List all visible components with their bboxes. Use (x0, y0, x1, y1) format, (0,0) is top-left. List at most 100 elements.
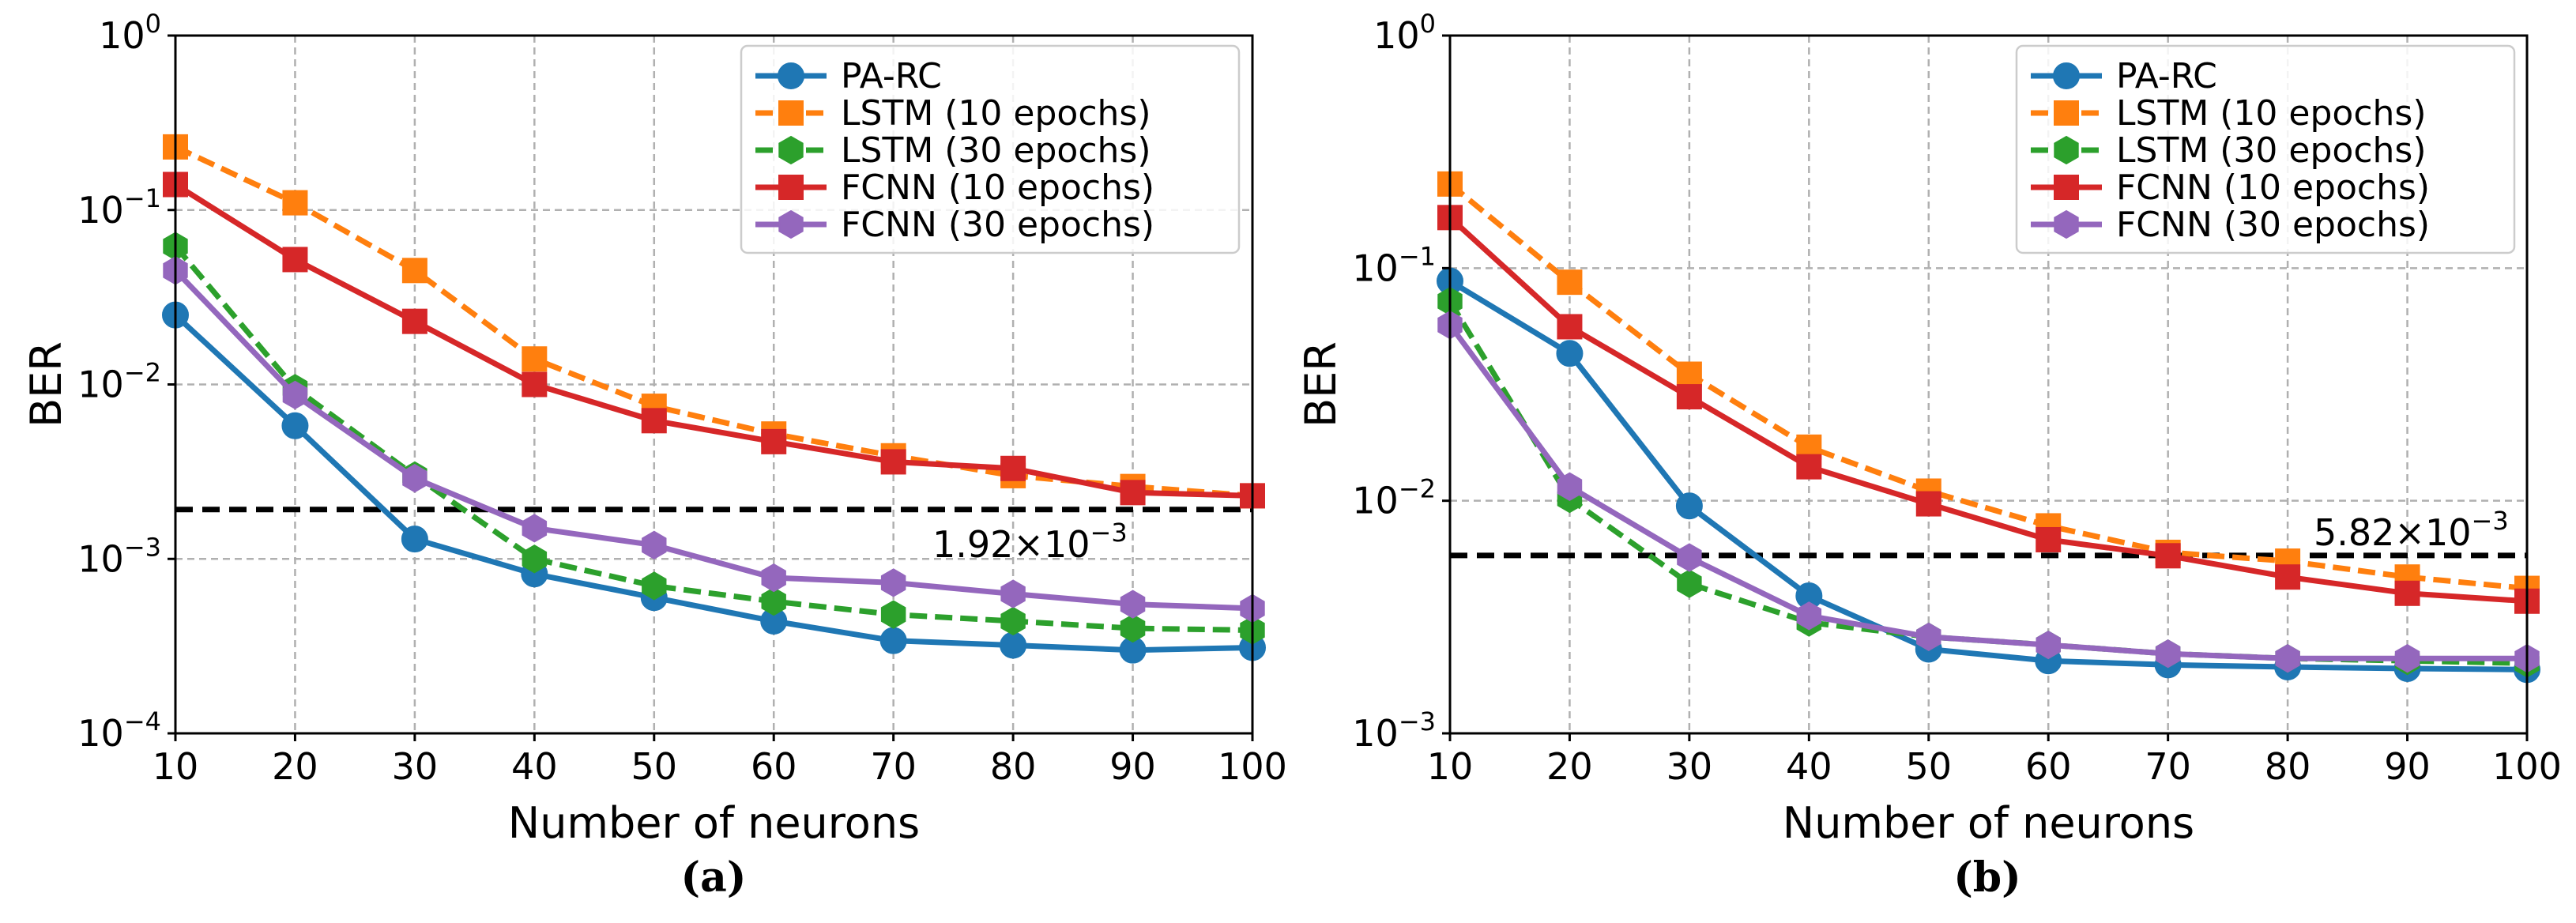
legend-label: LSTM (10 epochs) (841, 93, 1151, 134)
data-point (642, 530, 667, 559)
x-tick-label: 30 (1666, 745, 1713, 788)
data-point (1676, 361, 1702, 387)
data-point (281, 412, 309, 439)
series-line (173, 313, 1253, 654)
legend-marker (778, 135, 804, 165)
x-tick-label: 10 (1427, 745, 1474, 788)
data-point (401, 258, 427, 284)
data-point (761, 563, 786, 593)
data-point (1120, 590, 1146, 619)
y-axis-label: BER (1296, 341, 1346, 428)
series-fcnn-30-epochs- (163, 256, 1265, 623)
data-point (2155, 543, 2181, 569)
x-tick-label: 50 (1906, 745, 1953, 788)
threshold-label: 1.92×10−3 (932, 518, 1128, 566)
threshold-label: 5.82×10−3 (2314, 506, 2509, 554)
data-point (401, 308, 427, 334)
legend-label: FCNN (30 epochs) (841, 205, 1154, 245)
series-fcnn-10-epochs- (1437, 205, 2540, 614)
data-point (401, 526, 428, 553)
y-tick-label: 100 (99, 9, 161, 57)
y-tick-label: 10−2 (77, 358, 161, 406)
data-point (2394, 580, 2420, 606)
data-point (1557, 269, 1583, 296)
panel-caption: (a) (681, 853, 747, 902)
series-line (173, 268, 1253, 612)
x-tick-label: 50 (631, 745, 678, 788)
data-point (522, 514, 548, 543)
series-line (1448, 278, 2528, 672)
legend-label: FCNN (30 epochs) (2116, 205, 2430, 245)
series-line (1448, 300, 2528, 666)
legend-marker (2054, 209, 2079, 239)
data-point (1677, 569, 1702, 598)
y-tick-label: 10−3 (77, 532, 161, 580)
data-point (2036, 630, 2061, 660)
legend-box (2015, 44, 2516, 254)
data-point (1557, 472, 1583, 501)
legend-label: LSTM (30 epochs) (841, 130, 1151, 171)
data-point (761, 428, 787, 454)
y-axis-label: BER (21, 341, 71, 428)
legend-label: LSTM (30 epochs) (2116, 130, 2427, 171)
x-tick-label: 20 (1546, 745, 1593, 788)
data-point (2275, 564, 2301, 590)
data-point (522, 346, 548, 372)
x-tick-label: 80 (990, 745, 1037, 788)
data-point (1796, 601, 1822, 631)
x-tick-label: 30 (392, 745, 439, 788)
legend-label: FCNN (10 epochs) (841, 168, 1154, 208)
x-tick-label: 60 (751, 745, 797, 788)
legend-marker (778, 62, 804, 89)
series-pa-rc (1437, 267, 2540, 684)
x-tick-label: 90 (1109, 745, 1156, 788)
y-tick-label: 10−3 (1352, 706, 1436, 755)
data-point (1000, 455, 1026, 481)
data-point (282, 380, 308, 410)
legend-label: PA-RC (2116, 56, 2217, 96)
x-tick-label: 80 (2265, 745, 2311, 788)
plot-frame (1448, 34, 2529, 735)
series-line (174, 182, 1253, 499)
data-point (1676, 384, 1702, 410)
legend-marker (2053, 62, 2080, 89)
legend-label: FCNN (10 epochs) (2116, 168, 2430, 208)
legend-marker (2054, 100, 2079, 126)
series-fcnn-30-epochs- (1437, 311, 2540, 673)
data-point (1557, 314, 1583, 340)
x-tick-label: 90 (2384, 745, 2431, 788)
data-point (1796, 454, 1822, 480)
y-tick-label: 10−4 (77, 706, 161, 755)
data-point (642, 571, 667, 601)
x-tick-label: 100 (1218, 745, 1287, 788)
data-point (1916, 622, 1941, 652)
data-point (880, 600, 906, 629)
data-point (1000, 579, 1026, 608)
data-point (1120, 613, 1146, 643)
data-point (2275, 644, 2300, 673)
data-point (2036, 526, 2062, 552)
panel-b: 10 20 30 40 50 60 70 80 90 100 100 10−1 10−2 10−3 Numb… (1296, 9, 2562, 902)
data-point (522, 371, 548, 397)
x-tick-label: 100 (2492, 745, 2562, 788)
data-point (282, 247, 308, 273)
y-tick-label: 10−1 (77, 183, 161, 232)
data-point (282, 190, 308, 216)
data-point (1120, 480, 1146, 506)
data-point (402, 464, 427, 493)
data-point (2155, 639, 2181, 669)
data-point (2394, 644, 2420, 673)
data-point (879, 627, 907, 654)
panel-a: 10 20 30 40 50 60 70 80 90 100 100 10−1 10−2 10−3 10−4… (21, 9, 1287, 902)
panel-caption: (b) (1953, 853, 2021, 902)
y-tick-label: 10−2 (1352, 474, 1436, 522)
x-tick-label: 70 (870, 745, 917, 788)
series-line (173, 244, 1253, 633)
data-point (880, 568, 906, 597)
legend-marker (2054, 175, 2079, 200)
x-tick-label: 10 (153, 745, 199, 788)
data-point (1556, 340, 1584, 367)
